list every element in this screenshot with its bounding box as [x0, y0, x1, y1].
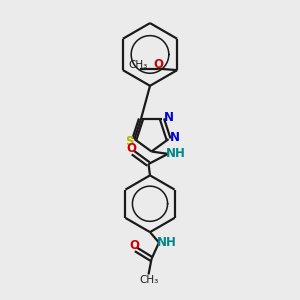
Text: NH: NH	[166, 147, 186, 161]
Text: NH: NH	[157, 236, 177, 249]
Text: N: N	[164, 111, 174, 124]
Text: O: O	[127, 142, 136, 155]
Text: CH₃: CH₃	[129, 60, 148, 70]
Text: CH₃: CH₃	[139, 275, 158, 286]
Text: O: O	[130, 239, 140, 252]
Text: S: S	[125, 135, 133, 148]
Text: N: N	[170, 131, 180, 144]
Text: O: O	[153, 58, 163, 71]
